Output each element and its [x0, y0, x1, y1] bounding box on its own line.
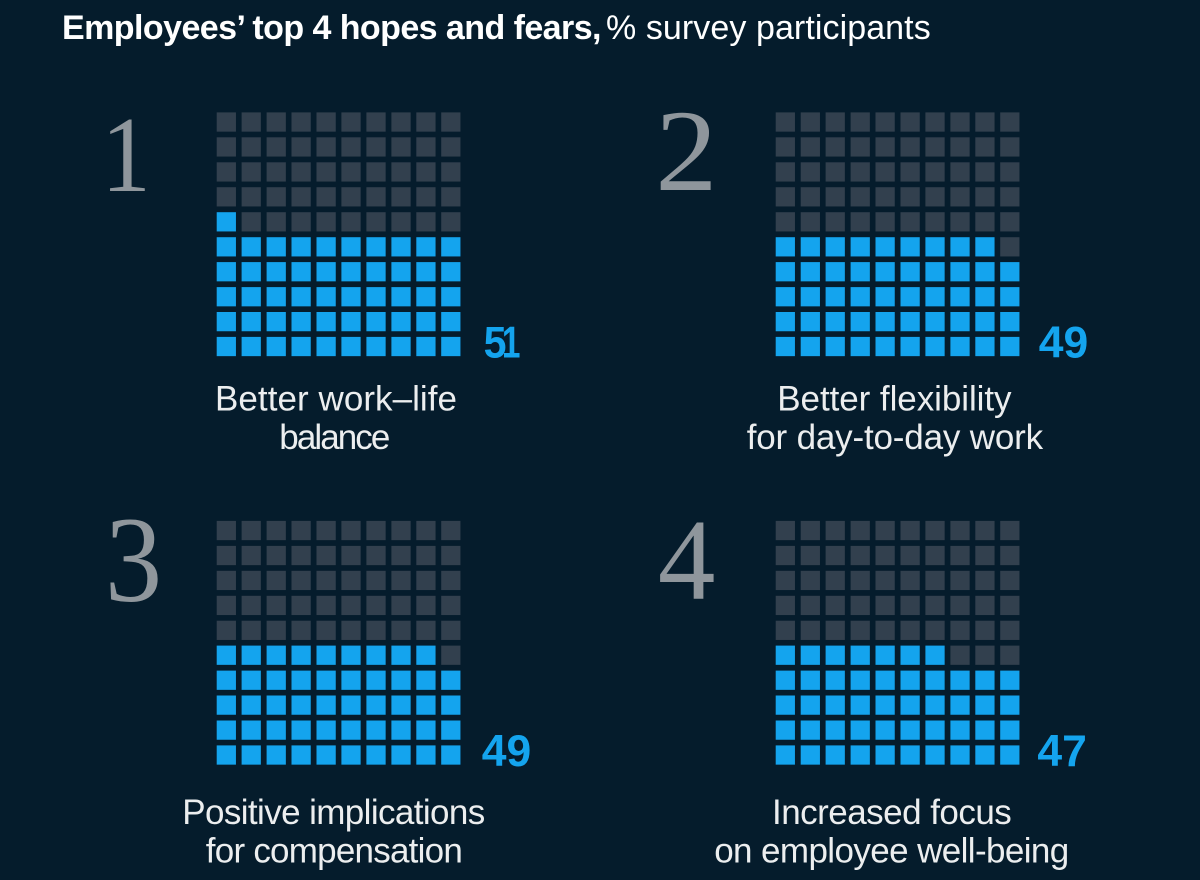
- svg-text:for compensation: for compensation: [206, 831, 463, 870]
- svg-text:for day-to-day work: for day-to-day work: [747, 418, 1044, 457]
- svg-text:Better flexibility: Better flexibility: [777, 380, 1012, 419]
- svg-text:3: 3: [105, 491, 162, 628]
- svg-text:4: 4: [658, 496, 716, 623]
- svg-text:1: 1: [502, 319, 521, 368]
- svg-text:Better work–life: Better work–life: [215, 380, 457, 419]
- svg-text:5: 5: [484, 319, 507, 368]
- svg-text:49: 49: [1039, 319, 1089, 368]
- svg-text:Employees’ top 4 hopes and fea: Employees’ top 4 hopes and fears,: [62, 9, 602, 47]
- svg-text:Increased focus: Increased focus: [772, 793, 1012, 832]
- svg-text:balance: balance: [279, 418, 390, 457]
- svg-text:2: 2: [655, 87, 717, 216]
- svg-text:% survey participants: % survey participants: [606, 9, 931, 47]
- svg-text:1: 1: [101, 96, 150, 215]
- svg-text:49: 49: [482, 727, 532, 776]
- svg-text:47: 47: [1037, 727, 1087, 776]
- svg-text:on employee well-being: on employee well-being: [714, 832, 1069, 871]
- svg-text:Positive implications: Positive implications: [182, 793, 485, 832]
